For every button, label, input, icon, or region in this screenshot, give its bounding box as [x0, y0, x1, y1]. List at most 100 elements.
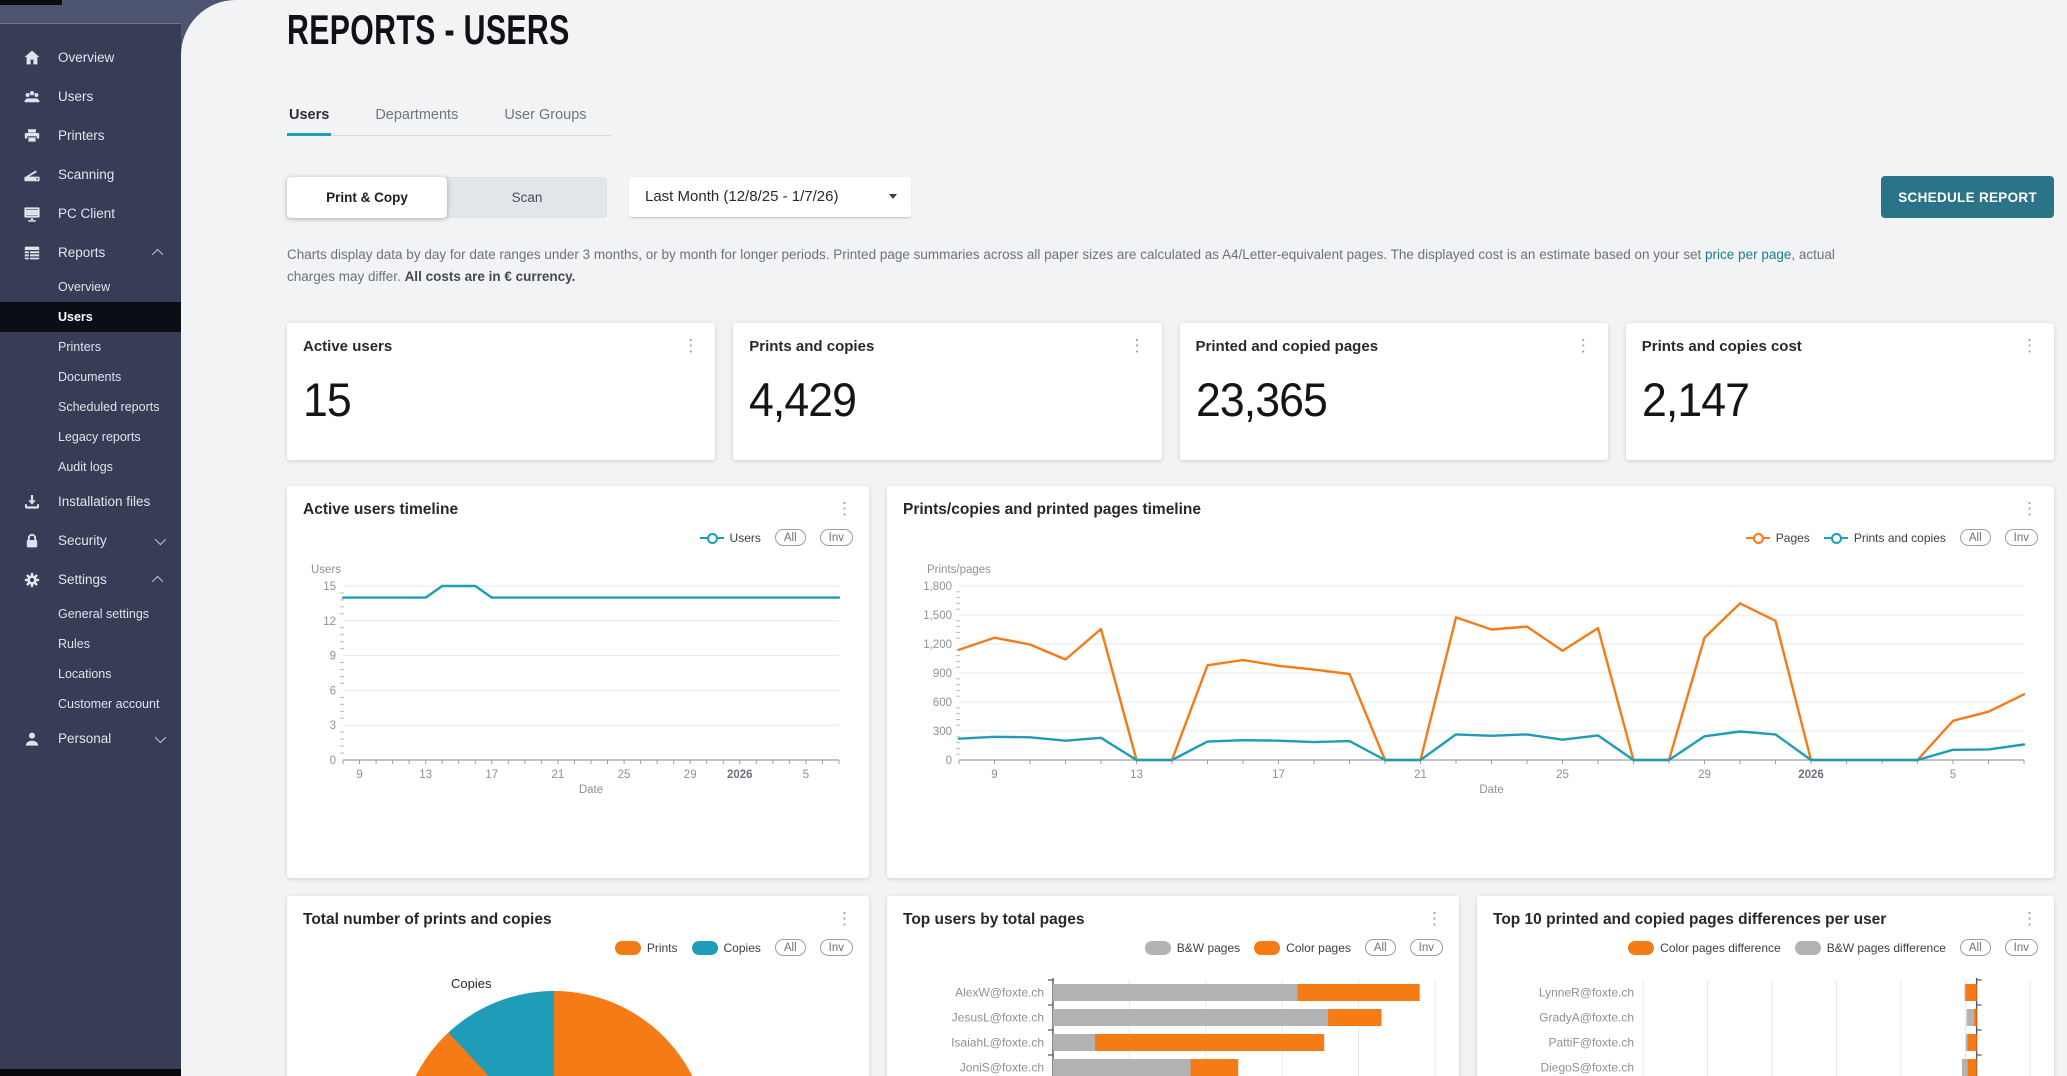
legend-item[interactable]: Color pages: [1254, 941, 1351, 955]
timeline-charts-row: Active users timeline ⋮ UsersAllInv 0369…: [287, 486, 2054, 878]
kebab-menu-icon[interactable]: ⋮: [1125, 335, 1150, 356]
reports-table-icon: [22, 243, 42, 263]
sidebar-item-security[interactable]: Security: [0, 521, 181, 560]
legend-item[interactable]: Color pages difference: [1628, 941, 1781, 955]
svg-text:6: 6: [330, 686, 336, 698]
svg-text:600: 600: [933, 697, 952, 709]
sidebar-item-label: PC Client: [58, 206, 171, 221]
sidebar-item-label: Users: [58, 89, 171, 104]
sidebar-item-label: Security: [58, 533, 155, 548]
sidebar-subitem-reports-overview[interactable]: Overview: [0, 272, 181, 302]
legend-control-inv[interactable]: Inv: [2005, 939, 2038, 956]
sidebar-item-users[interactable]: Users: [0, 77, 181, 116]
svg-text:AlexW@foxte.ch: AlexW@foxte.ch: [955, 986, 1044, 1000]
legend-control-all[interactable]: All: [1365, 939, 1396, 956]
sidebar-subitem-reports-documents[interactable]: Documents: [0, 362, 181, 392]
legend-control-inv[interactable]: Inv: [820, 939, 853, 956]
legend-item[interactable]: Copies: [692, 941, 761, 955]
stat-label: Prints and copies: [749, 338, 1145, 355]
svg-text:9: 9: [356, 769, 362, 781]
kebab-menu-icon[interactable]: ⋮: [1422, 908, 1447, 929]
caret-down-icon: [889, 194, 897, 199]
sidebar-item-overview[interactable]: Overview: [0, 38, 181, 77]
kebab-menu-icon[interactable]: ⋮: [678, 335, 703, 356]
legend-item[interactable]: B&W pages difference: [1795, 941, 1946, 955]
tab-users[interactable]: Users: [287, 98, 331, 135]
legend-control-all[interactable]: All: [1960, 529, 1991, 546]
stat-card-active-users: Active users ⋮ 15: [287, 323, 715, 460]
legend-label: Color pages: [1286, 941, 1351, 955]
sidebar-subitem-reports-printers[interactable]: Printers: [0, 332, 181, 362]
legend-marker-icon: [615, 941, 641, 955]
legend-control-inv[interactable]: Inv: [2005, 529, 2038, 546]
stat-value: 2,147: [1642, 372, 2018, 427]
legend-item[interactable]: B&W pages: [1145, 941, 1240, 955]
legend-marker-icon: [1254, 941, 1280, 955]
svg-text:1,800: 1,800: [923, 581, 952, 593]
legend-control-all[interactable]: All: [775, 939, 806, 956]
sidebar-item-scanning[interactable]: Scanning: [0, 155, 181, 194]
legend-control-all[interactable]: All: [1960, 939, 1991, 956]
tab-user-groups[interactable]: User Groups: [502, 98, 588, 135]
report-type-toggle: Print & Copy Scan: [287, 177, 607, 218]
legend-control-all[interactable]: All: [775, 529, 806, 546]
chart-legend: Users All Inv: [303, 529, 853, 546]
legend-item[interactable]: Prints: [615, 941, 678, 955]
sidebar-item-printers[interactable]: Printers: [0, 116, 181, 155]
chart-legend: Color pages difference B&W pages differen…: [1493, 939, 2038, 956]
reports-subnav: Overview Users Printers Documents Schedu…: [0, 272, 181, 482]
schedule-report-button[interactable]: SCHEDULE REPORT: [1881, 176, 2054, 218]
sidebar-subitem-rules[interactable]: Rules: [0, 629, 181, 659]
kebab-menu-icon[interactable]: ⋮: [1571, 335, 1596, 356]
kebab-menu-icon[interactable]: ⋮: [832, 498, 857, 519]
stats-row: Active users ⋮ 15 Prints and copies ⋮ 4,…: [287, 323, 2054, 460]
price-per-page-link[interactable]: price per page: [1705, 247, 1791, 262]
lock-icon: [22, 531, 42, 551]
legend-item[interactable]: Pages: [1746, 531, 1810, 545]
active-users-timeline-chart[interactable]: 036912159131721252920265DateUsers: [303, 560, 853, 798]
sidebar-subitem-customer-account[interactable]: Customer account: [0, 689, 181, 719]
sidebar-subitem-general-settings[interactable]: General settings: [0, 599, 181, 629]
toggle-print-copy[interactable]: Print & Copy: [287, 177, 447, 218]
legend-control-inv[interactable]: Inv: [820, 529, 853, 546]
svg-text:15: 15: [323, 581, 336, 593]
tab-bar: Users Departments User Groups: [287, 98, 611, 136]
sidebar-subitem-scheduled-reports[interactable]: Scheduled reports: [0, 392, 181, 422]
kebab-menu-icon[interactable]: ⋮: [2017, 335, 2042, 356]
sidebar-item-personal[interactable]: Personal: [0, 719, 181, 758]
svg-text:17: 17: [1272, 769, 1285, 781]
stat-value: 23,365: [1196, 372, 1572, 427]
sidebar-item-pc-client[interactable]: PC Client: [0, 194, 181, 233]
svg-text:2026: 2026: [1798, 769, 1824, 781]
svg-text:0: 0: [946, 755, 952, 767]
prints-pages-timeline-chart[interactable]: 03006009001,2001,5001,800913172125292026…: [903, 560, 2038, 798]
sidebar-subitem-audit-logs[interactable]: Audit logs: [0, 452, 181, 482]
sidebar-item-label: Installation files: [58, 494, 171, 509]
svg-text:LynneR@foxte.ch: LynneR@foxte.ch: [1539, 986, 1634, 1000]
legend-label: Users: [730, 531, 761, 545]
legend-item[interactable]: Prints and copies: [1824, 531, 1946, 545]
sidebar-item-installation-files[interactable]: Installation files: [0, 482, 181, 521]
svg-text:17: 17: [485, 769, 498, 781]
kebab-menu-icon[interactable]: ⋮: [2017, 498, 2042, 519]
svg-text:5: 5: [803, 769, 809, 781]
kebab-menu-icon[interactable]: ⋮: [832, 908, 857, 929]
period-select-value: Last Month (12/8/25 - 1/7/26): [645, 188, 838, 205]
svg-text:9: 9: [991, 769, 997, 781]
prints-copies-pie-chart[interactable]: [399, 991, 709, 1076]
kebab-menu-icon[interactable]: ⋮: [2017, 908, 2042, 929]
legend-item[interactable]: Users: [700, 531, 761, 545]
sidebar-item-settings[interactable]: Settings: [0, 560, 181, 599]
svg-text:DiegoS@foxte.ch: DiegoS@foxte.ch: [1540, 1061, 1634, 1075]
period-select[interactable]: Last Month (12/8/25 - 1/7/26): [629, 177, 911, 218]
sidebar-subitem-legacy-reports[interactable]: Legacy reports: [0, 422, 181, 452]
sidebar-subitem-reports-users[interactable]: Users: [0, 302, 181, 332]
pages-differences-bar-chart[interactable]: LynneR@foxte.chGradyA@foxte.chPattiF@fox…: [1493, 976, 2038, 1076]
tab-departments[interactable]: Departments: [373, 98, 460, 135]
svg-text:21: 21: [552, 769, 565, 781]
toggle-scan[interactable]: Scan: [447, 177, 607, 218]
top-users-bar-chart[interactable]: AlexW@foxte.chJesusL@foxte.chIsaiahL@fox…: [903, 976, 1443, 1076]
legend-control-inv[interactable]: Inv: [1410, 939, 1443, 956]
sidebar-item-reports[interactable]: Reports: [0, 233, 181, 272]
sidebar-subitem-locations[interactable]: Locations: [0, 659, 181, 689]
